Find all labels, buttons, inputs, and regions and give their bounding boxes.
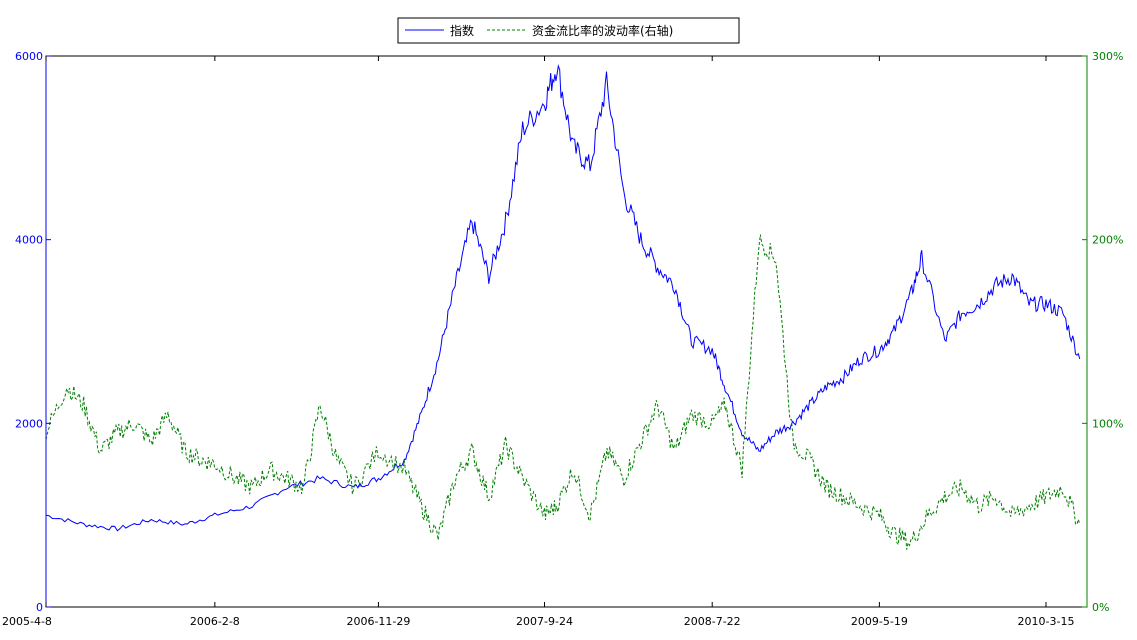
left-tick-label: 4000 xyxy=(15,234,43,247)
right-tick-label: 0% xyxy=(1092,601,1109,614)
x-tick-label: 2006-11-29 xyxy=(346,615,410,628)
legend: 指数 资金流比率的波动率(右轴) xyxy=(397,17,740,44)
left-tick-label: 6000 xyxy=(15,50,43,63)
series-line-index xyxy=(45,64,1081,532)
x-tick-label: 2009-5-19 xyxy=(851,615,908,628)
right-tick-label: 100% xyxy=(1092,417,1123,430)
legend-label-index: 指数 xyxy=(450,23,474,38)
legend-label-volatility: 资金流比率的波动率(右轴) xyxy=(532,23,673,38)
x-tick-label: 2005-4-8 xyxy=(2,615,52,628)
series-line-volatility xyxy=(45,234,1081,550)
right-tick-label: 300% xyxy=(1092,50,1123,63)
legend-box xyxy=(397,17,740,44)
left-tick-label: 2000 xyxy=(15,417,43,430)
x-tick-label: 2006-2-8 xyxy=(190,615,240,628)
left-tick-label: 0 xyxy=(36,601,43,614)
right-tick-label: 200% xyxy=(1092,234,1123,247)
x-tick-label: 2010-3-15 xyxy=(1018,615,1075,628)
x-tick-label: 2008-7-22 xyxy=(684,615,741,628)
plot-area xyxy=(46,56,1087,607)
x-tick-label: 2007-9-24 xyxy=(516,615,573,628)
